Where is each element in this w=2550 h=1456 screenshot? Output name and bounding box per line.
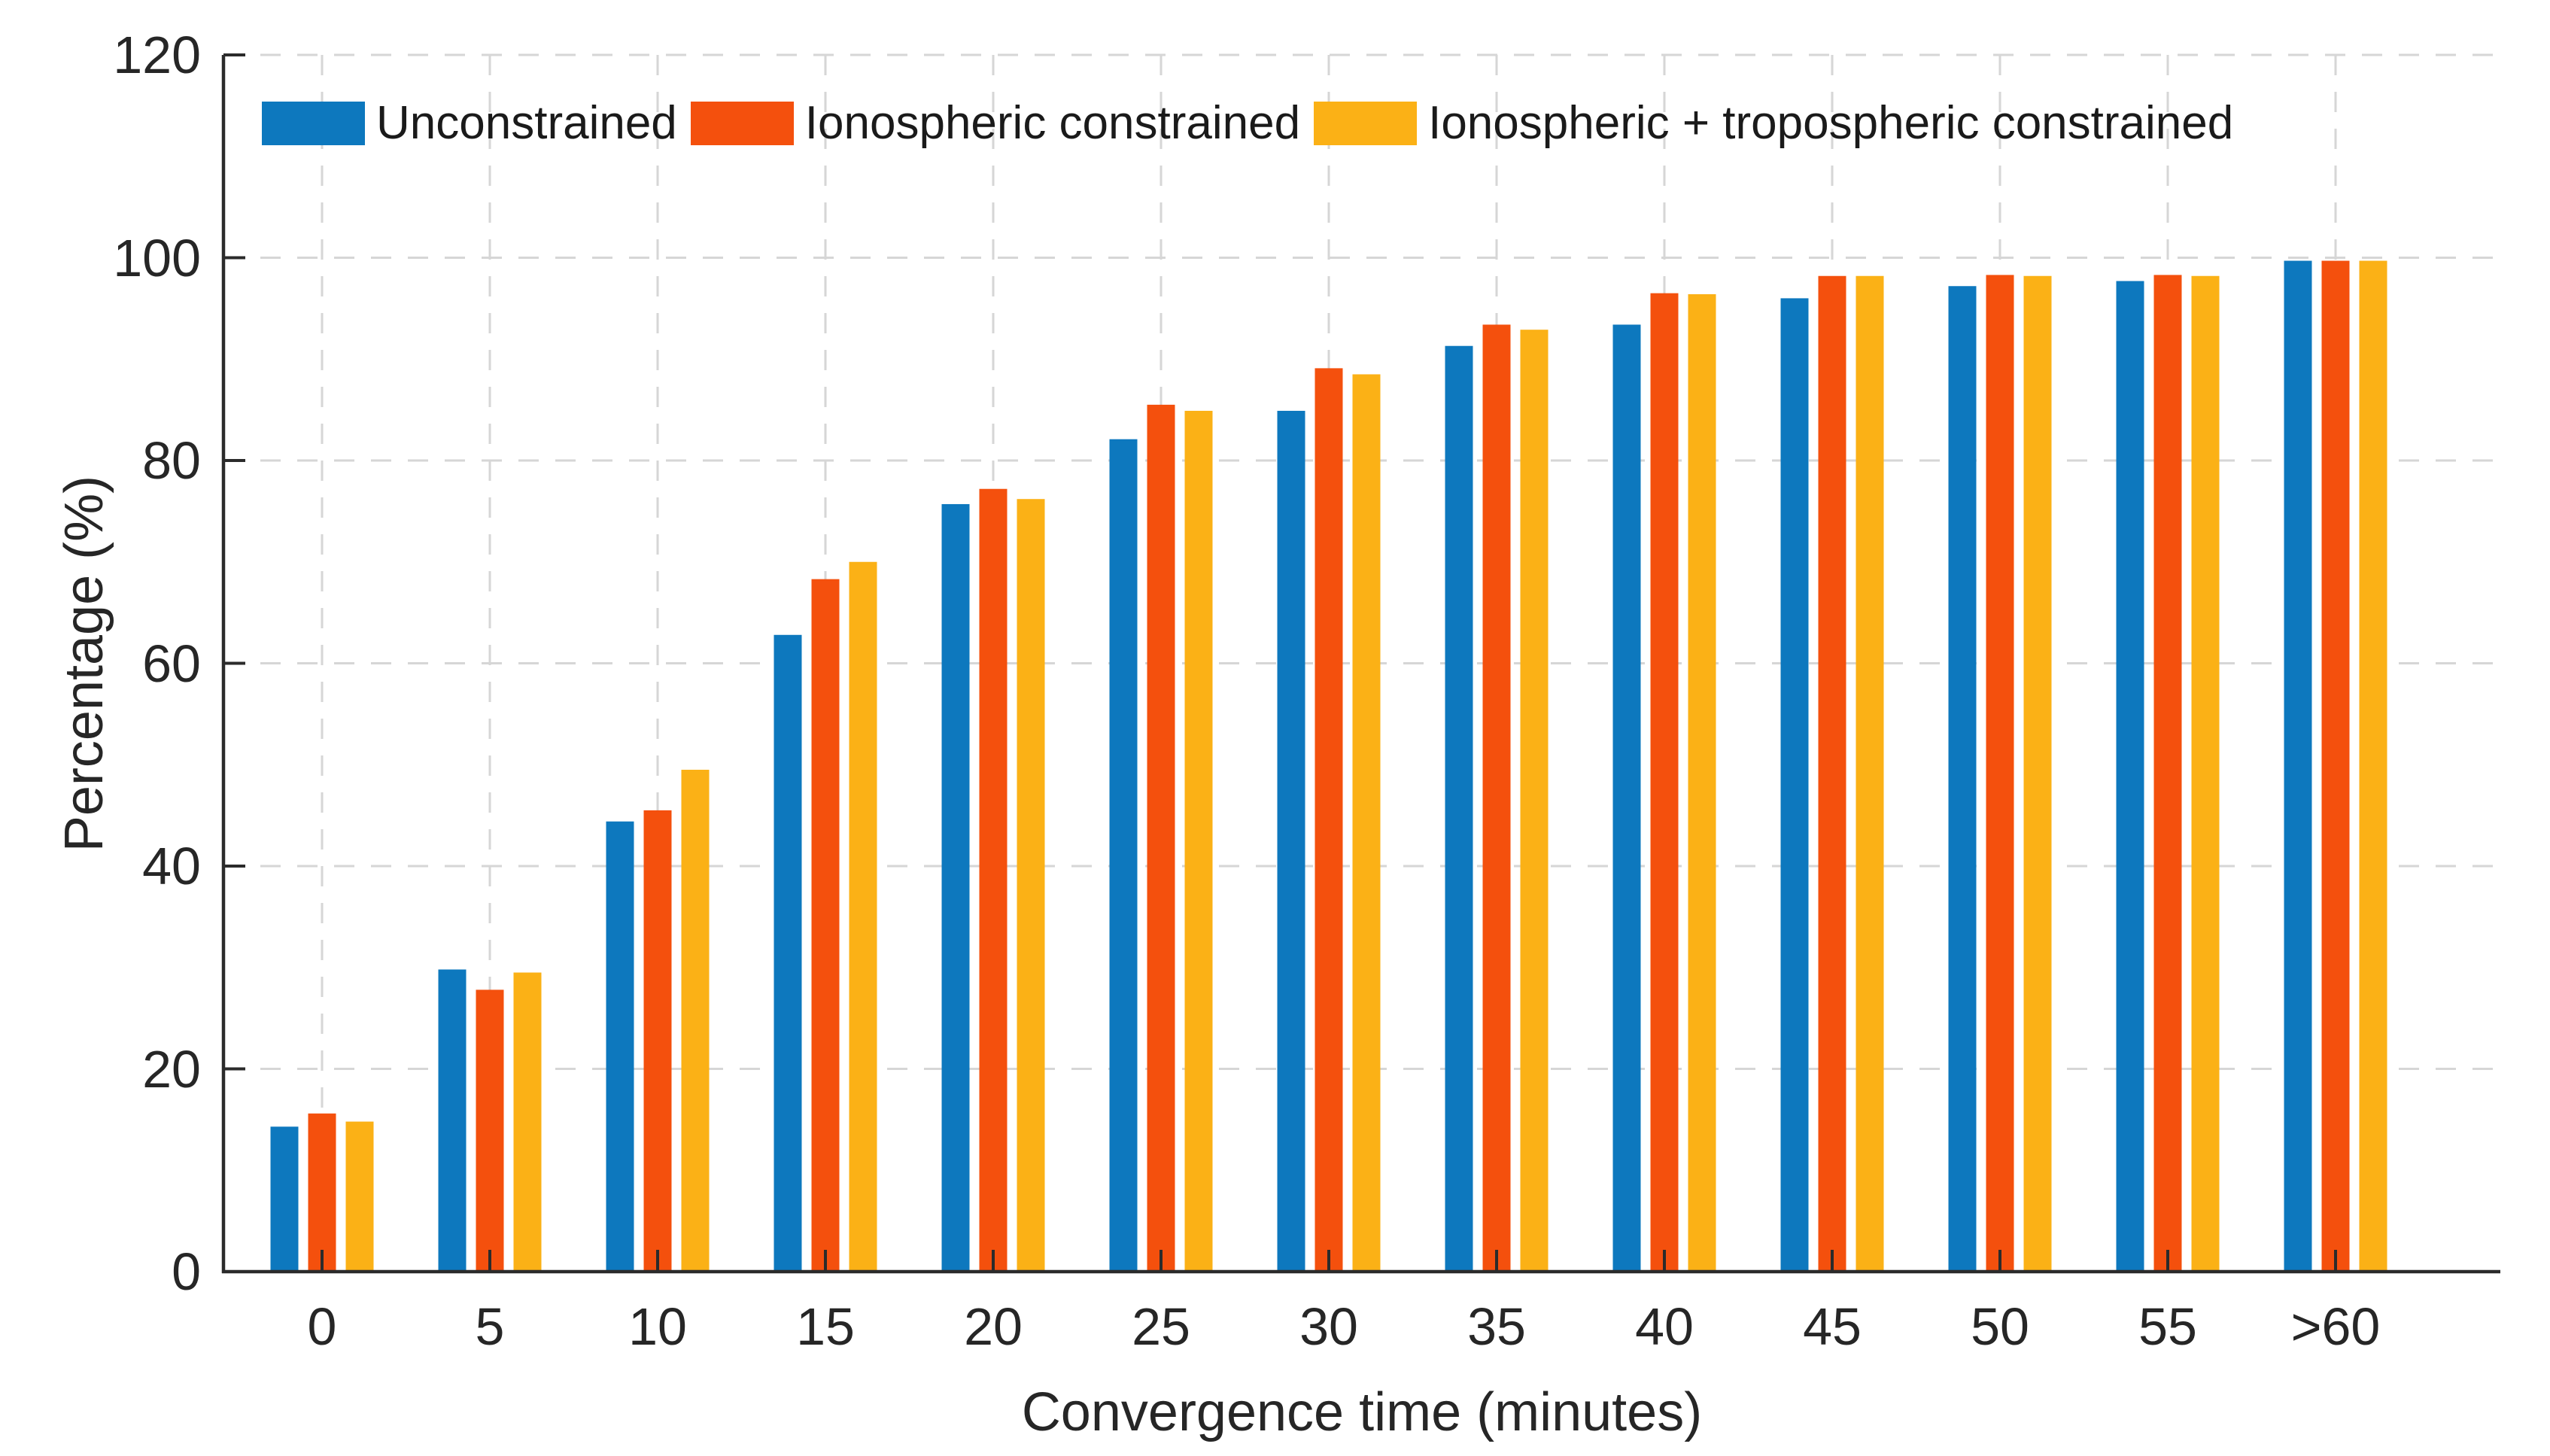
bar-s0-g8 <box>1612 324 1641 1272</box>
bar-s0-g5 <box>1109 439 1138 1272</box>
legend-label-ionospheric: Ionospheric constrained <box>804 97 1301 149</box>
bar-s0-g11 <box>2116 281 2144 1272</box>
bar-s2-g5 <box>1184 410 1213 1272</box>
y-tick-label-20: 20 <box>142 1039 201 1099</box>
x-tick-label-6: 30 <box>1299 1297 1358 1356</box>
x-tick-label-2: 10 <box>628 1297 687 1356</box>
x-tick-label-4: 20 <box>964 1297 1023 1356</box>
x-tick-label-5: 25 <box>1132 1297 1190 1356</box>
bar-s1-g8 <box>1650 293 1679 1272</box>
bar-s0-g7 <box>1445 345 1473 1272</box>
bar-s0-g3 <box>774 634 802 1272</box>
bar-s1-g10 <box>1986 275 2014 1272</box>
bar-s1-g3 <box>811 579 840 1272</box>
x-tick-label-9: 45 <box>1803 1297 1862 1356</box>
bar-s2-g4 <box>1017 499 1045 1272</box>
bar-s1-g11 <box>2153 275 2182 1272</box>
bar-s0-g4 <box>941 503 970 1272</box>
x-tick-label-7: 35 <box>1467 1297 1526 1356</box>
legend-item-unconstrained: Unconstrained <box>262 96 677 150</box>
legend-label-unconstrained: Unconstrained <box>376 97 677 149</box>
bar-s2-g10 <box>2023 275 2052 1272</box>
bar-s2-g9 <box>1856 275 1884 1272</box>
bar-s2-g1 <box>513 972 542 1272</box>
bar-s1-g0 <box>308 1113 336 1272</box>
legend: Unconstrained Ionospheric constrained Io… <box>262 96 2233 150</box>
bar-s2-g12 <box>2359 260 2387 1272</box>
x-tick-label-10: 50 <box>1971 1297 2029 1356</box>
bar-s1-g6 <box>1315 368 1343 1272</box>
bar-s0-g12 <box>2284 260 2312 1272</box>
bar-s1-g5 <box>1147 404 1175 1272</box>
bar-s2-g0 <box>345 1121 374 1272</box>
bar-s2-g11 <box>2191 275 2220 1272</box>
y-tick-label-0: 0 <box>172 1242 201 1301</box>
bar-s2-g8 <box>1688 294 1716 1272</box>
y-tick-label-60: 60 <box>142 634 201 693</box>
legend-item-ionospheric: Ionospheric constrained <box>690 96 1301 150</box>
bar-s0-g0 <box>270 1126 299 1272</box>
legend-swatch-iono-tropo <box>1314 101 1418 145</box>
bar-s2-g2 <box>681 769 710 1272</box>
legend-swatch-ionospheric <box>690 101 794 145</box>
bar-s0-g6 <box>1277 410 1305 1272</box>
x-tick-label-8: 40 <box>1635 1297 1694 1356</box>
y-tick-label-80: 80 <box>142 431 201 490</box>
x-tick-label-3: 15 <box>796 1297 855 1356</box>
x-tick-label-1: 5 <box>475 1297 505 1356</box>
y-tick-label-40: 40 <box>142 837 201 895</box>
bar-s1-g2 <box>643 810 672 1272</box>
x-tick-label-0: 0 <box>307 1297 337 1356</box>
bar-s2-g3 <box>849 561 877 1272</box>
bar-s0-g9 <box>1780 298 1809 1272</box>
bar-s0-g1 <box>438 969 467 1272</box>
bar-s1-g1 <box>476 989 504 1272</box>
y-tick-label-100: 100 <box>113 228 201 287</box>
bar-s1-g12 <box>2321 260 2350 1272</box>
bar-s1-g7 <box>1482 324 1511 1272</box>
bar-s1-g9 <box>1818 275 1846 1272</box>
bar-s2-g6 <box>1352 374 1381 1272</box>
x-axis-title: Convergence time (minutes) <box>1021 1382 1703 1442</box>
bar-s2-g7 <box>1520 330 1549 1272</box>
legend-item-iono-tropo: Ionospheric + tropospheric constrained <box>1314 96 2233 150</box>
legend-label-iono-tropo: Ionospheric + tropospheric constrained <box>1428 97 2234 149</box>
x-tick-label-11: 55 <box>2138 1297 2197 1356</box>
bar-s0-g10 <box>1948 286 1977 1272</box>
bar-s1-g4 <box>979 488 1008 1272</box>
y-tick-label-120: 120 <box>113 26 201 84</box>
bar-s0-g2 <box>606 821 634 1272</box>
legend-swatch-unconstrained <box>262 101 365 145</box>
x-tick-label-12: >60 <box>2290 1297 2381 1356</box>
